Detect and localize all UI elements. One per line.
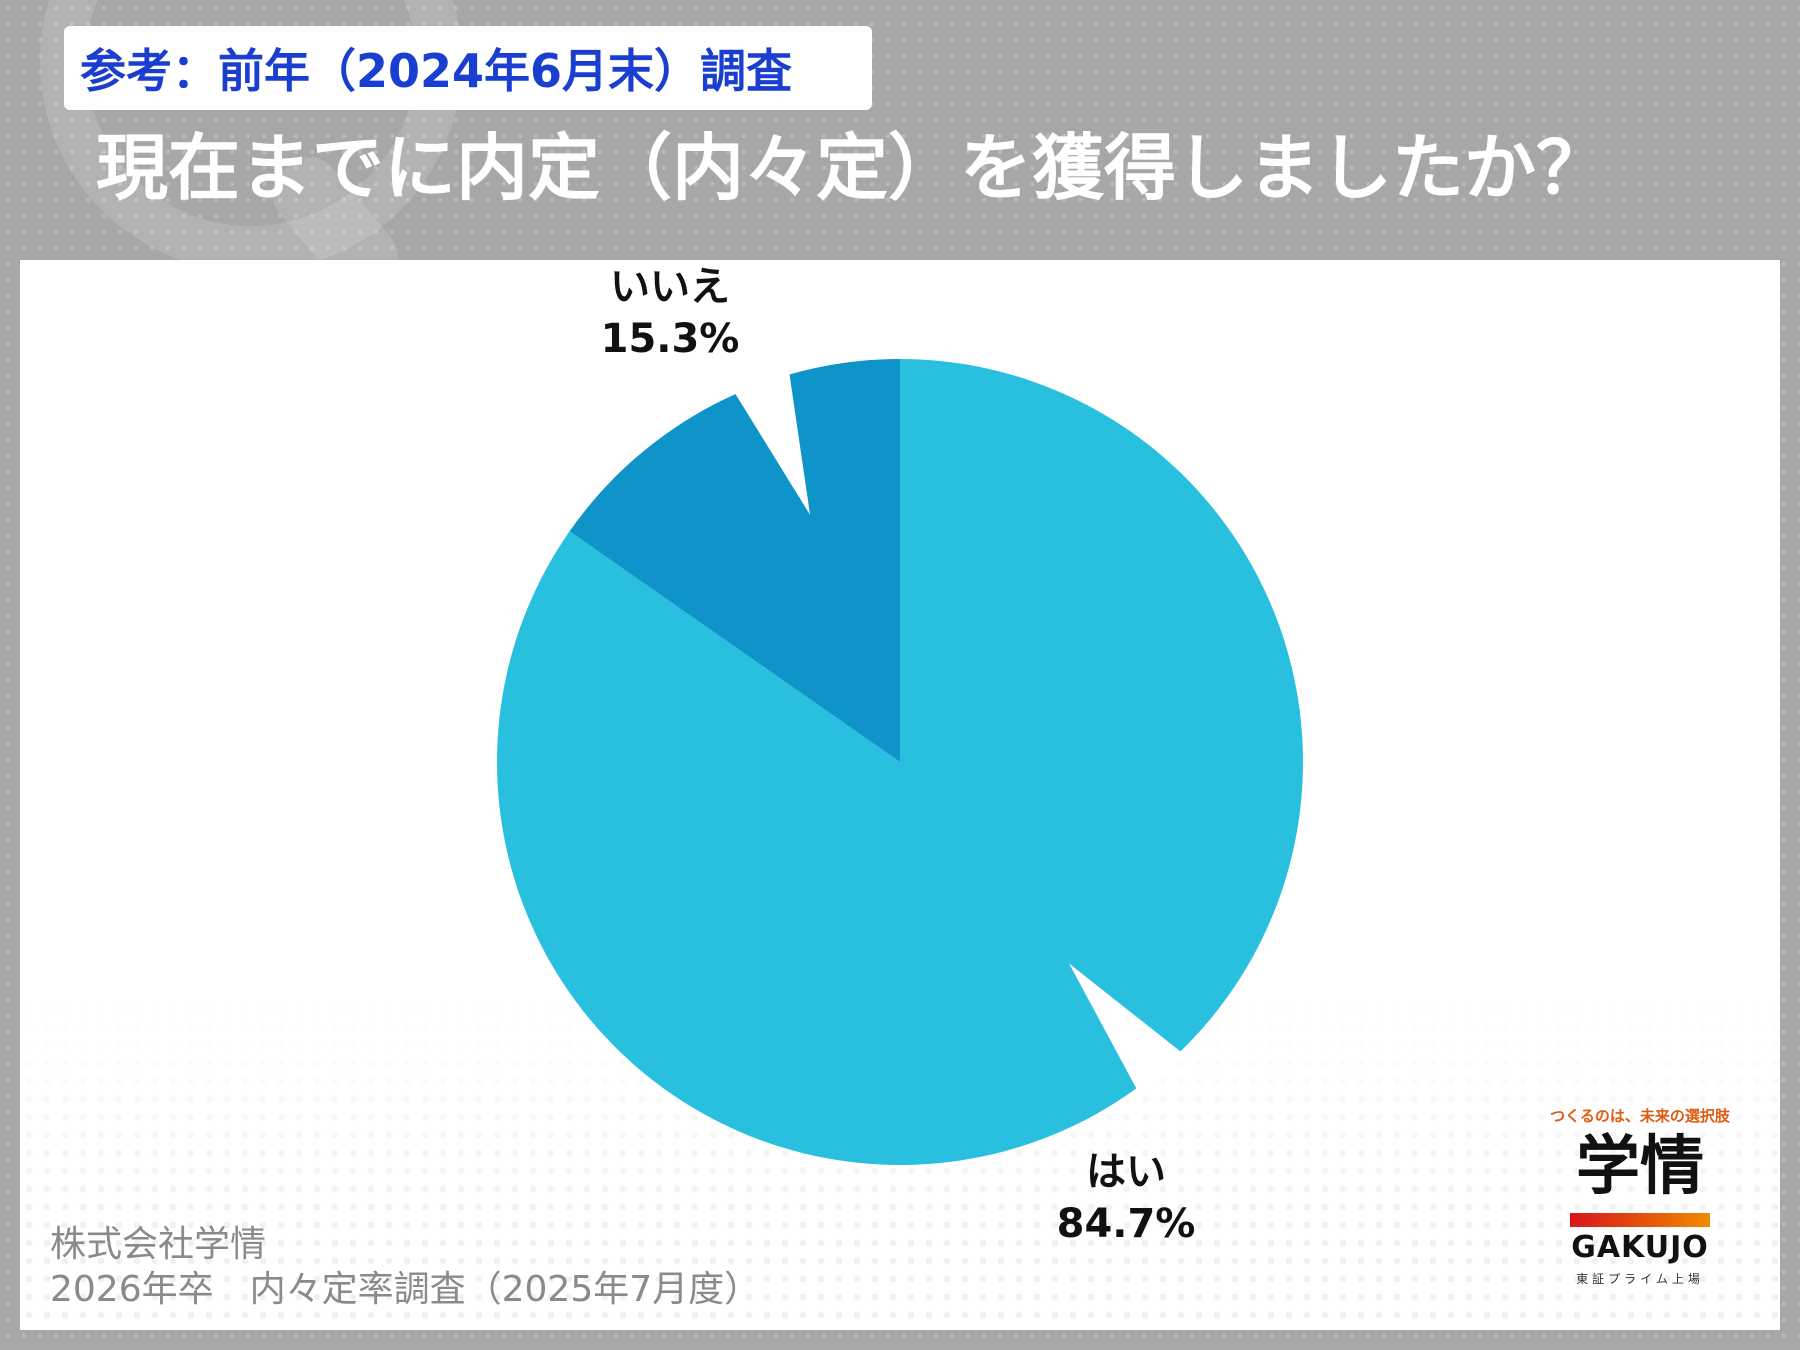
logo-name-en: GAKUJO	[1571, 1230, 1709, 1265]
logo-listing: 東証プライム上場	[1576, 1272, 1704, 1286]
label-notch-1	[732, 368, 811, 515]
gakujo-logo: つくるのは、未来の選択肢 学情 GAKUJO 東証プライム上場	[1535, 1105, 1745, 1295]
logo-name-jp: 学情	[1576, 1130, 1704, 1204]
slice-value-1: 15.3%	[601, 316, 740, 362]
chart-title: 現在までに内定（内々定）を獲得しましたか？	[96, 126, 1609, 210]
label-notch-0	[1069, 963, 1186, 1094]
subtitle-box: 参考：前年（2024年6月末）調査	[64, 26, 872, 110]
logo-color-bar	[1570, 1213, 1710, 1227]
footer-company: 株式会社学情	[50, 1224, 267, 1265]
slice-label-1: いいえ	[610, 264, 730, 310]
slice-label-0: はい	[1086, 1149, 1166, 1195]
slice-value-0: 84.7%	[1057, 1201, 1196, 1247]
footer-survey: 2026年卒 内々定率調査（2025年7月度）	[50, 1269, 761, 1310]
logo-tagline: つくるのは、未来の選択肢	[1550, 1107, 1730, 1125]
subtitle: 参考：前年（2024年6月末）調査	[80, 44, 793, 98]
pie-chart: はい 84.7% いいえ 15.3%	[496, 264, 1303, 1247]
pie-slice-1	[569, 359, 900, 762]
chart-panel: はい 84.7% いいえ 15.3%	[20, 260, 1780, 1330]
